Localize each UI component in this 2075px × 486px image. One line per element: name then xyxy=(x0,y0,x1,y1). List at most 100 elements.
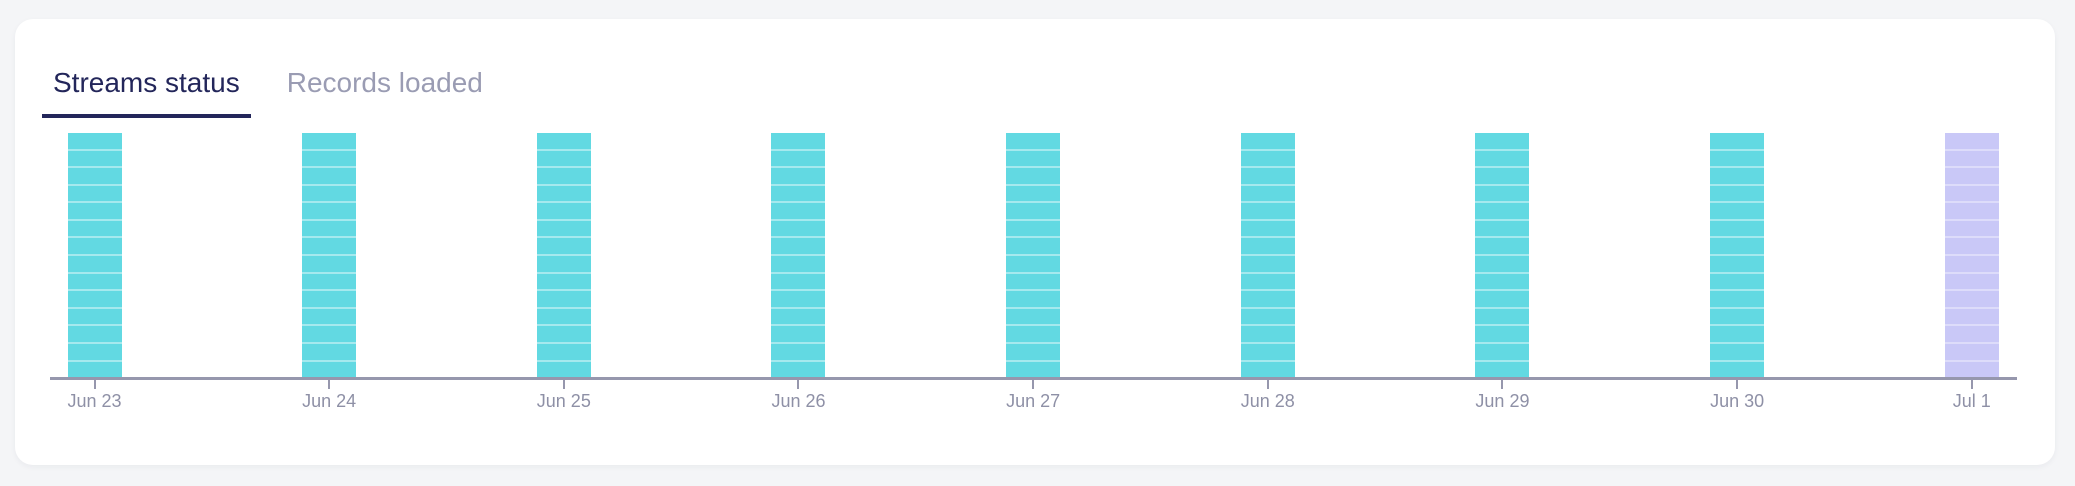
bar-segment[interactable] xyxy=(67,308,122,325)
bar-segment[interactable] xyxy=(1006,361,1061,378)
bar-segment[interactable] xyxy=(1006,150,1061,167)
bar-segment[interactable] xyxy=(536,256,591,272)
bar-segment[interactable] xyxy=(1710,361,1765,378)
bar-segment[interactable] xyxy=(1710,343,1765,360)
bar-segment[interactable] xyxy=(302,133,357,149)
bar-segment[interactable] xyxy=(771,291,826,307)
bar-success[interactable] xyxy=(536,133,591,378)
bar-segment[interactable] xyxy=(67,361,122,378)
bar-segment[interactable] xyxy=(1006,326,1061,342)
bar-segment[interactable] xyxy=(1240,273,1295,290)
bar-segment[interactable] xyxy=(1475,185,1530,202)
bar-segment[interactable] xyxy=(771,343,826,360)
bar-segment[interactable] xyxy=(1006,203,1061,219)
bar-segment[interactable] xyxy=(67,150,122,167)
bar-success[interactable] xyxy=(1710,133,1765,378)
bar-segment[interactable] xyxy=(1240,256,1295,272)
bar-segment[interactable] xyxy=(302,273,357,290)
bar-segment[interactable] xyxy=(536,291,591,307)
bar-segment[interactable] xyxy=(1006,220,1061,237)
bar-segment[interactable] xyxy=(1944,168,1999,184)
bar-segment[interactable] xyxy=(1710,256,1765,272)
bar-segment[interactable] xyxy=(1006,343,1061,360)
bar-segment[interactable] xyxy=(771,308,826,325)
bar-segment[interactable] xyxy=(1240,150,1295,167)
bar-segment[interactable] xyxy=(1475,220,1530,237)
bar-segment[interactable] xyxy=(1710,168,1765,184)
bar-success[interactable] xyxy=(771,133,826,378)
bar-segment[interactable] xyxy=(302,203,357,219)
bar-segment[interactable] xyxy=(1944,308,1999,325)
bar-segment[interactable] xyxy=(1240,220,1295,237)
bar-success[interactable] xyxy=(1006,133,1061,378)
bar-segment[interactable] xyxy=(302,361,357,378)
bar-segment[interactable] xyxy=(1240,185,1295,202)
bar-segment[interactable] xyxy=(1006,238,1061,255)
bar-segment[interactable] xyxy=(1944,203,1999,219)
bar-segment[interactable] xyxy=(67,238,122,255)
bar-segment[interactable] xyxy=(1944,273,1999,290)
bar-segment[interactable] xyxy=(536,238,591,255)
bar-segment[interactable] xyxy=(1710,326,1765,342)
bar-segment[interactable] xyxy=(1475,238,1530,255)
bar-segment[interactable] xyxy=(1944,256,1999,272)
bar-segment[interactable] xyxy=(1475,326,1530,342)
bar-segment[interactable] xyxy=(1006,256,1061,272)
bar-segment[interactable] xyxy=(67,256,122,272)
bar-segment[interactable] xyxy=(67,168,122,184)
bar-segment[interactable] xyxy=(1710,150,1765,167)
bar-segment[interactable] xyxy=(771,256,826,272)
bar-success[interactable] xyxy=(67,133,122,378)
bar-segment[interactable] xyxy=(67,203,122,219)
bar-segment[interactable] xyxy=(67,343,122,360)
bar-segment[interactable] xyxy=(1475,203,1530,219)
bar-segment[interactable] xyxy=(1475,273,1530,290)
bar-segment[interactable] xyxy=(1710,220,1765,237)
bar-segment[interactable] xyxy=(1240,361,1295,378)
bar-segment[interactable] xyxy=(1710,203,1765,219)
bar-segment[interactable] xyxy=(536,150,591,167)
bar-segment[interactable] xyxy=(1475,168,1530,184)
bar-segment[interactable] xyxy=(1944,291,1999,307)
bar-segment[interactable] xyxy=(536,326,591,342)
bar-segment[interactable] xyxy=(1944,361,1999,378)
bar-segment[interactable] xyxy=(1006,133,1061,149)
bar-segment[interactable] xyxy=(1944,343,1999,360)
bar-segment[interactable] xyxy=(536,343,591,360)
bar-segment[interactable] xyxy=(302,185,357,202)
tab-records-loaded[interactable]: Records loaded xyxy=(286,67,483,98)
bar-segment[interactable] xyxy=(302,168,357,184)
bar-segment[interactable] xyxy=(67,273,122,290)
bar-segment[interactable] xyxy=(536,273,591,290)
bar-segment[interactable] xyxy=(771,185,826,202)
bar-segment[interactable] xyxy=(536,220,591,237)
bar-segment[interactable] xyxy=(536,308,591,325)
bar-segment[interactable] xyxy=(67,133,122,149)
bar-segment[interactable] xyxy=(1710,273,1765,290)
bar-segment[interactable] xyxy=(771,168,826,184)
bar-segment[interactable] xyxy=(536,185,591,202)
bar-segment[interactable] xyxy=(1475,291,1530,307)
bar-success[interactable] xyxy=(302,133,357,378)
bar-segment[interactable] xyxy=(302,326,357,342)
bar-segment[interactable] xyxy=(771,361,826,378)
bar-segment[interactable] xyxy=(67,220,122,237)
bar-segment[interactable] xyxy=(771,326,826,342)
bar-segment[interactable] xyxy=(1006,291,1061,307)
bar-segment[interactable] xyxy=(536,168,591,184)
bar-segment[interactable] xyxy=(1240,238,1295,255)
bar-segment[interactable] xyxy=(67,185,122,202)
bar-segment[interactable] xyxy=(1006,185,1061,202)
bar-segment[interactable] xyxy=(67,326,122,342)
bar-segment[interactable] xyxy=(1006,168,1061,184)
bar-segment[interactable] xyxy=(1944,220,1999,237)
bar-segment[interactable] xyxy=(1475,361,1530,378)
bar-segment[interactable] xyxy=(302,220,357,237)
bar-segment[interactable] xyxy=(1944,238,1999,255)
bar-segment[interactable] xyxy=(771,133,826,149)
bar-segment[interactable] xyxy=(1710,291,1765,307)
bar-segment[interactable] xyxy=(1475,133,1530,149)
bar-segment[interactable] xyxy=(1710,238,1765,255)
bar-segment[interactable] xyxy=(1240,343,1295,360)
bar-segment[interactable] xyxy=(1475,343,1530,360)
